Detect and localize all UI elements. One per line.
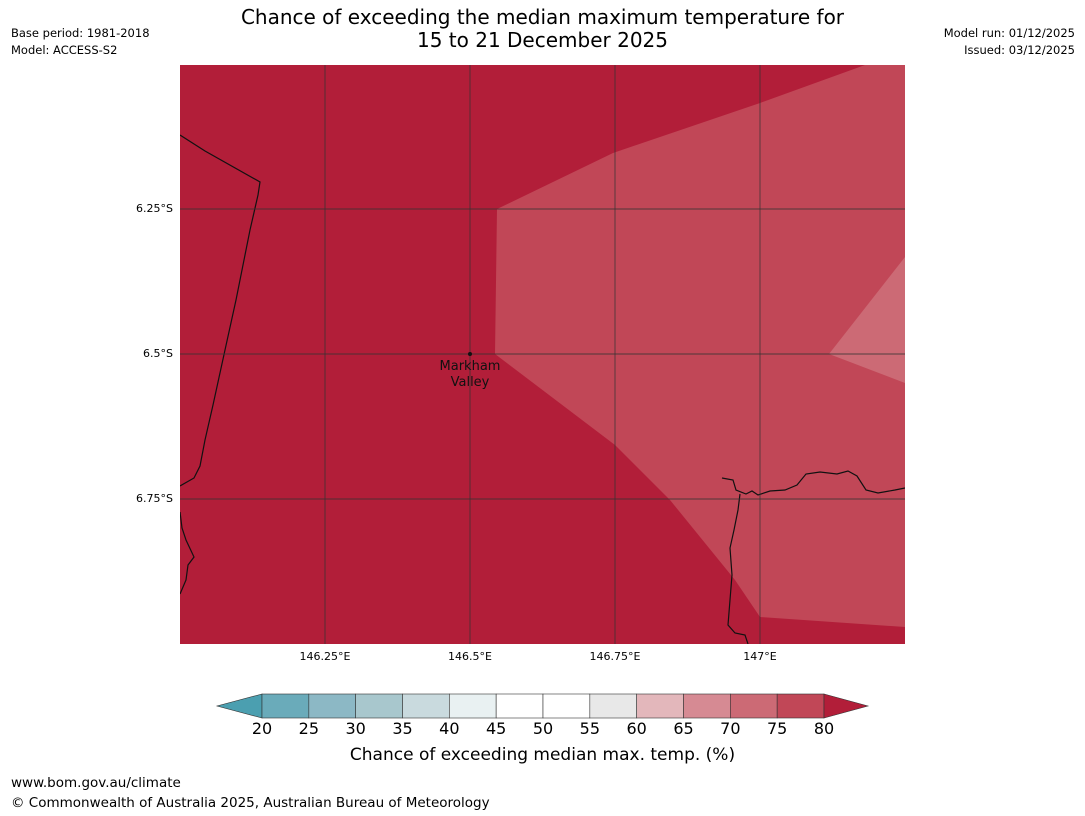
colorbar-tick-label: 50 xyxy=(532,719,554,738)
colorbar-segment xyxy=(449,693,497,719)
colorbar-extend-high xyxy=(823,693,870,719)
title-line-1: Chance of exceeding the median maximum t… xyxy=(240,5,845,29)
colorbar-segment xyxy=(355,693,403,719)
lat-label: 6.75°S xyxy=(136,492,173,505)
colorbar-segment xyxy=(776,693,825,719)
colorbar-tick-label: 30 xyxy=(345,719,366,738)
footer-copyright: © Commonwealth of Australia 2025, Austra… xyxy=(11,795,490,811)
colorbar-segment xyxy=(683,693,731,719)
colorbar-label: Chance of exceeding median max. temp. (%… xyxy=(349,745,736,765)
probability-zone-70 xyxy=(829,257,905,383)
chart-title: Chance of exceeding the median maximum t… xyxy=(0,6,1085,52)
issued-date: Issued: 03/12/2025 xyxy=(964,43,1075,57)
title-line-2: 15 to 21 December 2025 xyxy=(416,28,668,52)
model-name: Model: ACCESS-S2 xyxy=(11,43,118,57)
colorbar-extend-low xyxy=(215,693,263,719)
colorbar-tick-label: 80 xyxy=(813,719,835,738)
colorbar-tick-label: 70 xyxy=(720,719,741,738)
lon-label: 146.25°E xyxy=(299,650,351,663)
town-marker xyxy=(468,352,472,356)
colorbar-segment xyxy=(308,693,356,719)
colorbar xyxy=(215,693,870,719)
colorbar-tick-label: 35 xyxy=(392,719,413,738)
probability-zone-75 xyxy=(495,65,905,627)
coastline xyxy=(180,134,905,644)
lat-label: 6.25°S xyxy=(136,202,173,215)
colorbar-tick-label: 45 xyxy=(485,719,507,738)
colorbar-segment xyxy=(730,693,778,719)
colorbar-tick-label: 55 xyxy=(579,719,600,738)
colorbar-tick-label: 40 xyxy=(439,719,460,738)
town-label: Markham Valley xyxy=(420,359,520,391)
colorbar-tick-label: 25 xyxy=(298,719,319,738)
town-label-line-1: Markham xyxy=(439,359,501,374)
base-period: Base period: 1981-2018 xyxy=(11,26,150,40)
lon-label: 147°E xyxy=(743,650,777,663)
lat-label: 6.5°S xyxy=(143,347,173,360)
meta-right: Model run: 01/12/2025 Issued: 03/12/2025 xyxy=(944,25,1075,59)
lon-label: 146.75°E xyxy=(589,650,641,663)
model-run: Model run: 01/12/2025 xyxy=(943,26,1075,40)
colorbar-segment xyxy=(636,693,684,719)
colorbar-segment xyxy=(542,693,591,719)
footer-url: www.bom.gov.au/climate xyxy=(11,775,181,791)
colorbar-tick-label: 20 xyxy=(251,719,273,738)
colorbar-segment xyxy=(402,693,450,719)
colorbar-tick-label: 75 xyxy=(766,719,788,738)
map-area xyxy=(180,65,905,644)
town-label-line-2: Valley xyxy=(450,375,490,390)
colorbar-segment xyxy=(261,693,310,719)
lon-label: 146.5°E xyxy=(448,650,492,663)
meta-left: Base period: 1981-2018 Model: ACCESS-S2 xyxy=(11,25,150,59)
colorbar-tick-label: 65 xyxy=(673,719,694,738)
colorbar-segment xyxy=(495,693,544,719)
colorbar-tick-label: 60 xyxy=(626,719,647,738)
colorbar-segment xyxy=(589,693,637,719)
